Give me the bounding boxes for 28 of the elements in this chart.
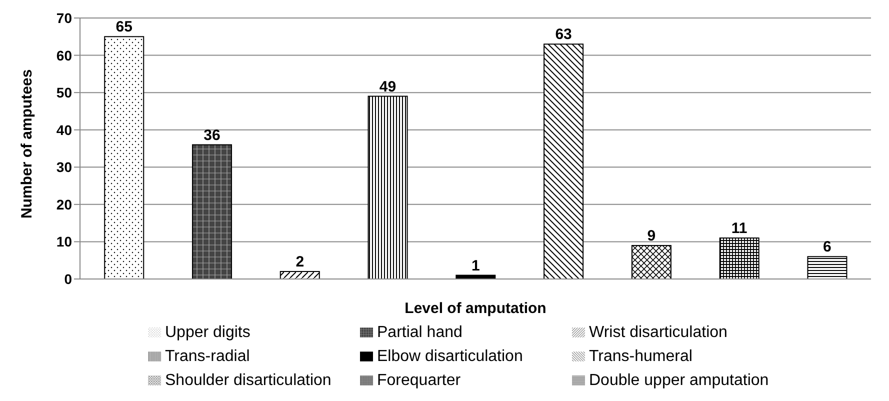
y-tick-label: 50 [56, 84, 72, 101]
y-tick-label: 70 [56, 10, 72, 26]
legend-label: Elbow disarticulation [377, 347, 524, 367]
data-label: 49 [379, 78, 396, 96]
legend-label: Shoulder disarticulation [165, 371, 332, 391]
data-label: 11 [731, 220, 748, 237]
data-label: 63 [555, 26, 572, 44]
data-label: 36 [204, 126, 220, 144]
y-tick-label: 30 [56, 159, 72, 176]
y-tick-label: 40 [56, 122, 72, 138]
data-label: 6 [823, 238, 832, 256]
data-label: 1 [471, 257, 480, 274]
y-tick-label: 20 [56, 196, 72, 212]
data-label: 65 [116, 18, 132, 36]
y-tick-label: 0 [64, 270, 72, 287]
y-tick-label: 10 [56, 234, 72, 250]
legend-label: Upper digits [165, 323, 252, 343]
y-axis-title: Number of amputees [18, 69, 36, 218]
legend-label: Double upper amputation [589, 371, 770, 391]
legend-label: Wrist disarticulation [589, 323, 728, 343]
legend-label: Forequarter [377, 371, 462, 391]
legend-label: Trans-radial [165, 347, 251, 367]
legend-label: Trans-humeral [589, 347, 694, 367]
x-axis-title: Level of amputation [404, 300, 546, 317]
data-label: 2 [296, 254, 304, 271]
y-tick-label: 60 [56, 47, 72, 64]
data-label: 9 [647, 227, 656, 244]
legend-label: Partial hand [377, 323, 464, 343]
